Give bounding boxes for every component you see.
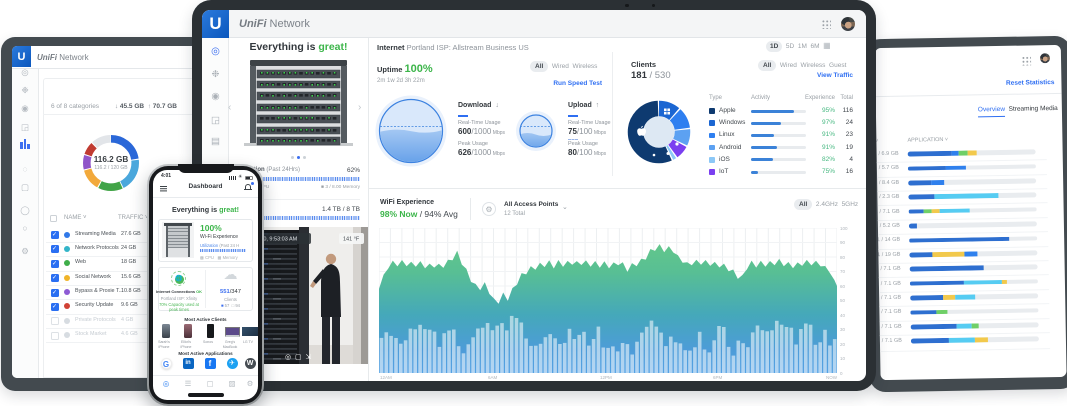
svg-text:141 °F: 141 °F [343, 237, 360, 243]
svg-text:◎ ▢ ⇲: ◎ ▢ ⇲ [285, 353, 312, 361]
svg-text:R: 2/25/20, 9:53:03 AM: R: 2/25/20, 9:53:03 AM [241, 237, 298, 243]
